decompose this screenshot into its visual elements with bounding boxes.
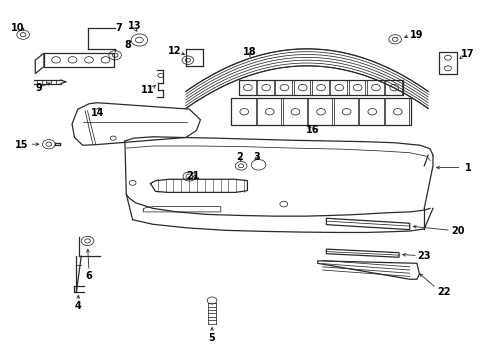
Bar bbox=[385, 80, 402, 95]
Bar bbox=[312, 80, 329, 95]
Text: 16: 16 bbox=[306, 125, 319, 135]
Bar bbox=[275, 80, 292, 95]
Bar bbox=[385, 99, 409, 125]
Text: 18: 18 bbox=[243, 47, 257, 57]
Text: 4: 4 bbox=[74, 301, 81, 311]
Text: 12: 12 bbox=[168, 46, 181, 56]
Text: 9: 9 bbox=[36, 83, 43, 93]
Text: 5: 5 bbox=[209, 333, 216, 343]
Bar bbox=[360, 99, 384, 125]
Text: 21: 21 bbox=[186, 171, 199, 181]
Text: 14: 14 bbox=[91, 108, 104, 118]
Bar bbox=[330, 80, 347, 95]
Text: 23: 23 bbox=[417, 251, 431, 261]
Bar bbox=[294, 80, 311, 95]
Text: 11: 11 bbox=[141, 85, 155, 95]
Bar bbox=[257, 99, 281, 125]
Bar bbox=[439, 53, 457, 74]
Text: 10: 10 bbox=[11, 23, 24, 33]
Bar bbox=[283, 99, 307, 125]
Text: 22: 22 bbox=[437, 287, 450, 297]
Text: 15: 15 bbox=[15, 140, 29, 149]
Text: 3: 3 bbox=[254, 152, 261, 162]
Text: 6: 6 bbox=[86, 271, 93, 281]
Bar bbox=[239, 80, 403, 95]
Text: 2: 2 bbox=[236, 152, 243, 162]
Text: 1: 1 bbox=[465, 163, 471, 172]
Text: 19: 19 bbox=[410, 30, 424, 40]
Text: 7: 7 bbox=[116, 23, 122, 33]
Bar bbox=[257, 80, 274, 95]
Text: 20: 20 bbox=[451, 226, 465, 237]
Bar bbox=[231, 99, 256, 125]
Text: 17: 17 bbox=[461, 49, 475, 59]
Bar bbox=[231, 99, 411, 125]
Bar bbox=[348, 80, 366, 95]
Bar bbox=[308, 99, 332, 125]
Text: 13: 13 bbox=[128, 21, 141, 31]
Bar bbox=[367, 80, 384, 95]
Text: 8: 8 bbox=[124, 40, 131, 50]
Bar bbox=[239, 80, 256, 95]
Bar bbox=[334, 99, 358, 125]
